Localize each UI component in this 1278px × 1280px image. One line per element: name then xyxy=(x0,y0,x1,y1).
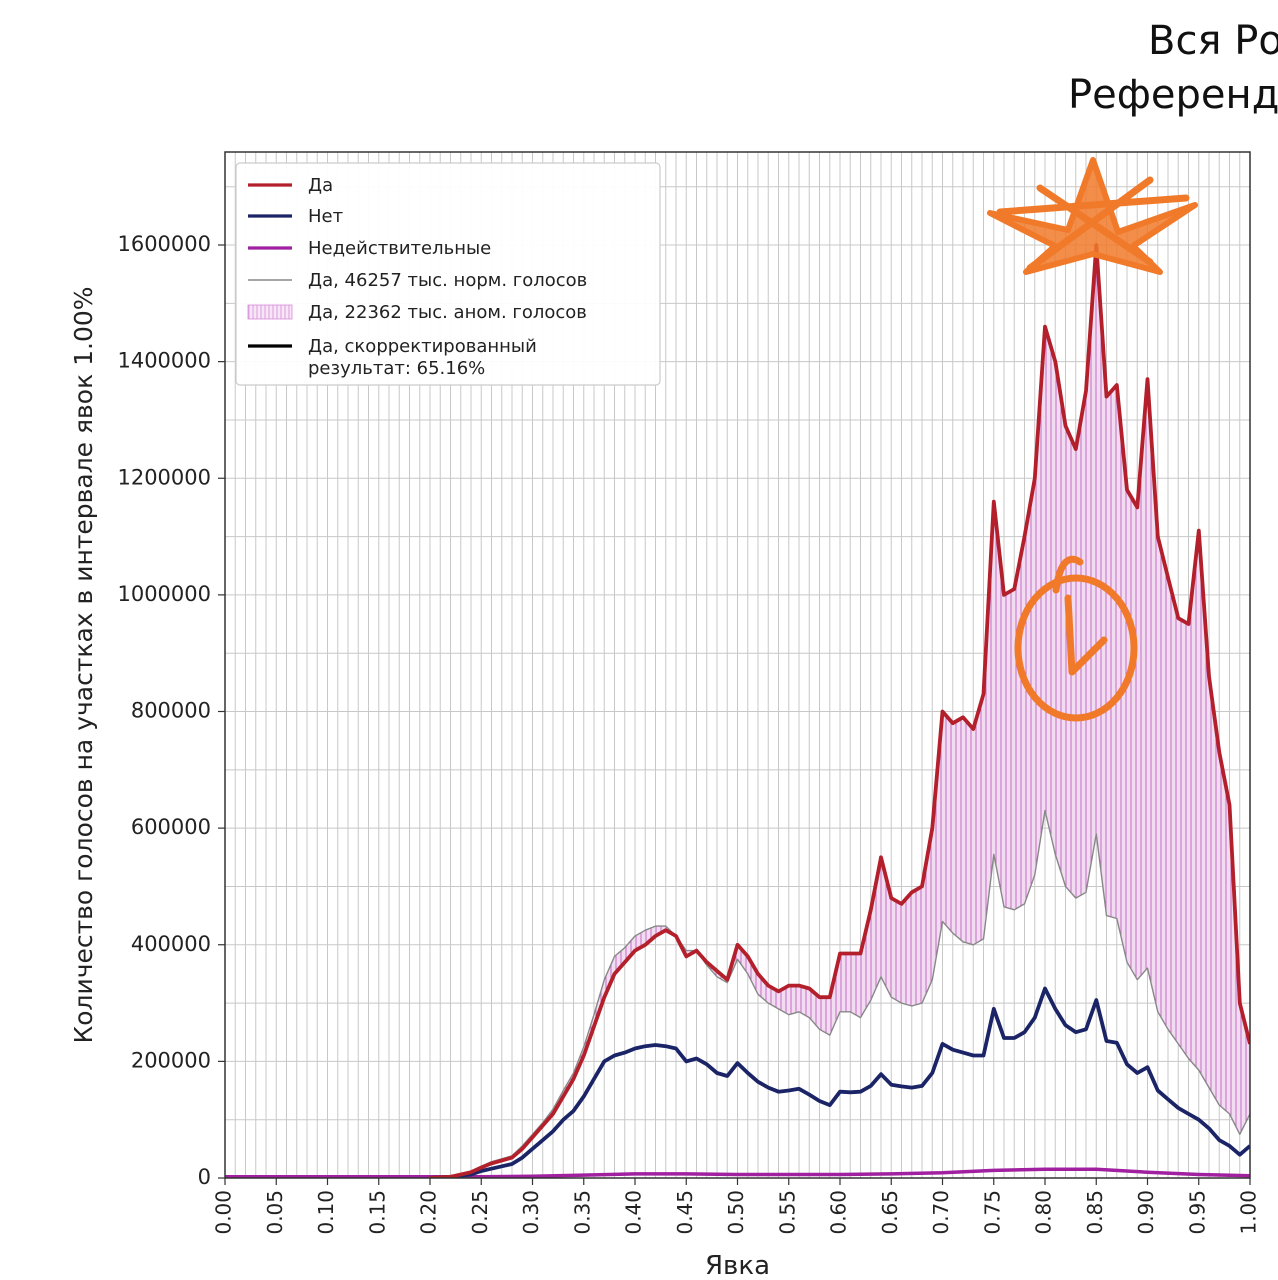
star-scribble xyxy=(996,176,1190,272)
x-tick-label: 0.25 xyxy=(468,1190,492,1235)
y-tick-label: 1600000 xyxy=(117,232,211,256)
x-tick-label: 0.50 xyxy=(724,1190,748,1235)
series-line-normal-yes xyxy=(429,809,1250,1178)
x-tick-label: 0.00 xyxy=(212,1190,236,1235)
annotations xyxy=(987,157,1198,722)
legend-box xyxy=(235,162,661,386)
x-tick-label: 0.60 xyxy=(827,1190,851,1235)
x-tick-label: 0.95 xyxy=(1185,1190,1209,1235)
x-tick-label: 0.80 xyxy=(1032,1190,1056,1235)
y-tick-label: 800000 xyxy=(131,699,211,723)
legend-label: Да, 46257 тыс. норм. голосов xyxy=(308,270,587,291)
x-tick-label: 0.75 xyxy=(980,1190,1004,1235)
hand-drawn-star xyxy=(987,157,1198,275)
series-line-invalid xyxy=(225,1167,1250,1178)
x-tick-label: 0.05 xyxy=(263,1190,287,1235)
chart-title-line-2: Референд xyxy=(1068,72,1278,118)
x-tick-label: 0.30 xyxy=(519,1190,543,1235)
y-tick-label: 1200000 xyxy=(117,465,211,489)
x-tick-label: 0.65 xyxy=(878,1190,902,1235)
x-tick-label: 1.00 xyxy=(1237,1190,1261,1235)
legend-label: Недействительные xyxy=(308,238,491,259)
x-tick-label: 0.20 xyxy=(417,1190,441,1235)
legend-label: Да xyxy=(308,175,333,196)
y-tick-label: 0 xyxy=(198,1165,211,1189)
y-tick-label: 600000 xyxy=(131,815,211,839)
anomalous-votes-area xyxy=(430,245,1250,1178)
circled-symbol xyxy=(1052,555,1108,676)
x-axis-label: Явка xyxy=(705,1251,770,1280)
x-tick-label: 0.55 xyxy=(775,1190,799,1235)
y-tick-label: 1400000 xyxy=(117,349,211,373)
y-axis-label: Количество голосов на участках в интерва… xyxy=(69,286,98,1043)
series xyxy=(225,243,1250,1178)
legend-label: Нет xyxy=(308,206,343,227)
anomalous-area xyxy=(430,245,1250,1178)
y-tick-label: 1000000 xyxy=(117,582,211,606)
axes: 0.00 0.05 0.10 0.15 0.20 0.25 0.30 0.35 0.40 0.45… xyxy=(69,232,1261,1280)
x-tick-label: 0.35 xyxy=(570,1190,594,1235)
x-tick-label: 0.15 xyxy=(365,1190,389,1235)
legend-label: Да, скорректированный xyxy=(308,336,537,357)
x-tick-label: 0.45 xyxy=(673,1190,697,1235)
legend: Да Нет Недействительные Да, 46257 тыс. норм… xyxy=(235,162,661,386)
chart-title-line-1: Вся Ро xyxy=(1148,18,1278,64)
y-tick-label: 400000 xyxy=(131,932,211,956)
hand-drawn-circle xyxy=(1014,574,1138,722)
x-tick-label: 0.10 xyxy=(314,1190,338,1235)
x-tick-label: 0.90 xyxy=(1134,1190,1158,1235)
series-line-yes xyxy=(429,243,1250,1178)
x-tick-label: 0.70 xyxy=(929,1190,953,1235)
x-tick-label: 0.40 xyxy=(622,1190,646,1235)
series-line-no xyxy=(429,986,1250,1178)
legend-label: Да, 22362 тыс. аном. голосов xyxy=(308,302,587,323)
legend-swatch-anomalous xyxy=(247,304,293,320)
x-tick-label: 0.85 xyxy=(1083,1190,1107,1235)
legend-label: результат: 65.16% xyxy=(308,358,485,379)
y-tick-label: 200000 xyxy=(131,1048,211,1072)
